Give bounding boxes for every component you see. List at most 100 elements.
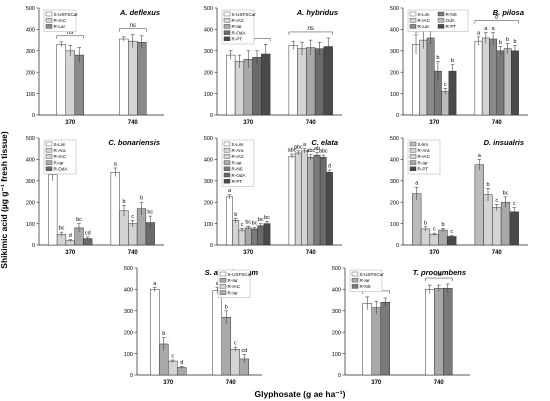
data-label: a (303, 142, 307, 148)
data-label: bc (76, 217, 82, 223)
y-tick-label: 500 (204, 6, 213, 12)
bar (429, 234, 439, 246)
bar (234, 61, 245, 116)
y-tick-label: 0 (32, 113, 35, 119)
legend-swatch (409, 141, 417, 147)
bar (306, 47, 316, 116)
data-label: bc (252, 221, 258, 227)
data-label: cd (85, 230, 91, 236)
legend-swatch (45, 141, 53, 147)
y-tick-label: 0 (210, 243, 213, 249)
legend-entry: R-Lar (418, 24, 430, 29)
legend-swatch (351, 284, 359, 289)
bar (425, 289, 435, 376)
bar (503, 48, 512, 116)
legend-swatch (437, 18, 445, 23)
y-tick-label: 500 (26, 136, 35, 142)
legend-entry: R-IAC (54, 18, 67, 23)
data-label: b (436, 55, 439, 61)
data-label: b (513, 39, 516, 45)
legend-swatch (223, 154, 231, 159)
data-label: c (234, 341, 237, 347)
y-tick-label: 100 (26, 92, 35, 98)
y-tick-label: 200 (26, 70, 35, 76)
bar (314, 48, 325, 116)
x-tick-label: 740 (434, 380, 445, 386)
significance-label: ns (308, 26, 314, 32)
bar (496, 50, 505, 116)
legend-swatch (219, 290, 227, 295)
data-label: bc (264, 215, 270, 221)
legend-entry: S-lim (418, 142, 429, 147)
legend-swatch (409, 24, 417, 29)
bar (371, 307, 381, 376)
bar (294, 152, 302, 246)
data-label: cd (241, 348, 247, 354)
y-tick-label: 0 (338, 373, 341, 379)
x-tick-label: 740 (128, 250, 139, 256)
bar (74, 54, 84, 116)
y-tick-label: 500 (390, 6, 399, 12)
bar (438, 229, 448, 246)
data-label: a (114, 161, 118, 167)
legend-swatch (351, 271, 359, 277)
y-tick-label: 300 (204, 179, 213, 185)
y-tick-label: 0 (32, 243, 35, 249)
y-tick-label: 400 (26, 28, 35, 34)
data-label: b (424, 220, 427, 226)
legend-entry: S-Lim (54, 142, 66, 147)
bar (447, 236, 457, 246)
data-label: abc (288, 148, 297, 154)
legend-swatch (45, 11, 53, 17)
data-label: d (69, 233, 72, 239)
x-tick-label: 370 (371, 380, 382, 386)
bar (230, 349, 240, 376)
y-tick-label: 200 (204, 70, 213, 76)
legend-entry: S-Lim (232, 142, 244, 147)
y-tick-label: 100 (204, 92, 213, 98)
x-tick-label: 740 (492, 250, 503, 256)
legend-entry: R-Iar (418, 160, 429, 165)
y-tick-label: 200 (204, 200, 213, 206)
legend-swatch (223, 18, 231, 23)
legend-entry: R-OdA (232, 173, 247, 178)
bar (441, 91, 450, 116)
legend-entry: R-Ara (232, 148, 244, 153)
significance-bracket (474, 20, 519, 24)
legend-swatch (45, 166, 53, 172)
y-tick-label: 200 (390, 200, 399, 206)
bar (412, 44, 420, 116)
x-tick-label: 370 (65, 120, 76, 126)
y-tick-label: 100 (390, 222, 399, 228)
data-label: b (225, 304, 228, 310)
y-tick-label: 200 (390, 70, 399, 76)
y-tick-label: 300 (26, 179, 35, 185)
y-tick-label: 500 (390, 136, 399, 142)
data-label: a (478, 153, 482, 159)
bar (212, 290, 222, 376)
bar (244, 227, 252, 246)
bar (238, 229, 246, 246)
bar (509, 211, 519, 246)
legend-entry: S-USFSCar (228, 272, 253, 277)
legend-entry: R-NS (360, 284, 371, 289)
legend-swatch (45, 154, 53, 159)
legend-entry: S-USFSCar (54, 12, 79, 17)
legend-swatch (45, 160, 53, 165)
bar (221, 316, 231, 376)
legend-entry: S-USFSCar (232, 12, 257, 17)
bar (434, 288, 444, 376)
legend-entry: R-Iar (232, 24, 243, 29)
data-label: a (415, 181, 419, 187)
chart-panel: 0100200300400500370ns740nsT. procumbensS… (332, 266, 470, 386)
y-tick-label: 100 (204, 222, 213, 228)
data-label: abc (319, 149, 328, 155)
bar (251, 228, 258, 246)
bar (110, 171, 120, 246)
significance-bracket (288, 31, 333, 35)
bar (492, 207, 502, 246)
bar (288, 45, 298, 116)
chart-panel: 0100200300400500abcdbccd370abcbbc740C. b… (26, 136, 164, 256)
